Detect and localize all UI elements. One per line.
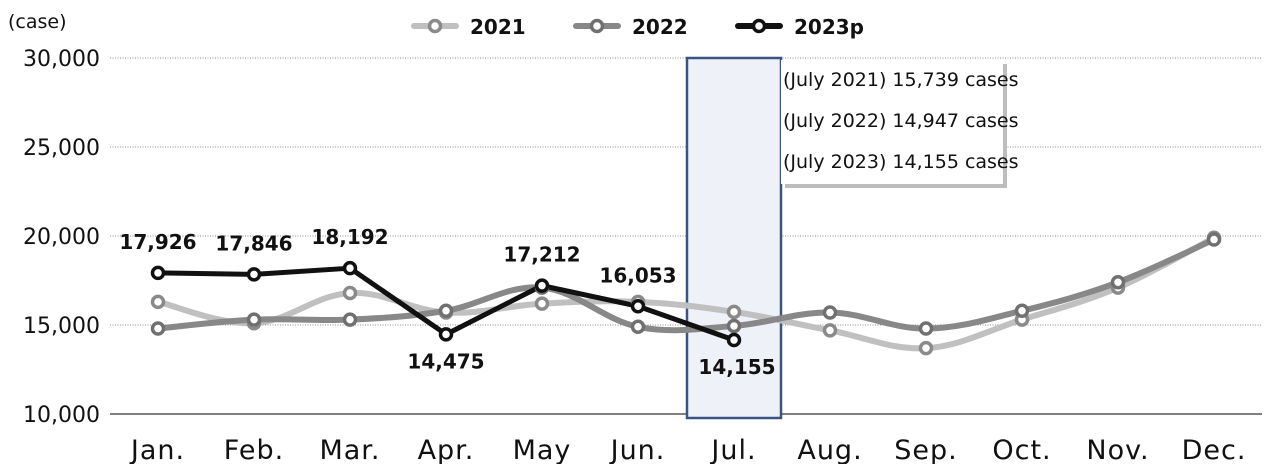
y-tick-label: 10,000 — [23, 403, 100, 428]
y-tick-label: 30,000 — [23, 47, 100, 72]
y-tick-label: 20,000 — [23, 225, 100, 250]
legend: 2021 2022 2023p — [411, 15, 864, 39]
data-point-2021 — [534, 296, 550, 311]
legend-label: 2023p — [794, 15, 864, 39]
data-point-2022 — [150, 321, 166, 336]
data-point-2021 — [150, 294, 166, 310]
x-tick-label: Aug. — [797, 435, 862, 464]
data-label: 17,926 — [119, 230, 196, 254]
x-tick-label: Dec. — [1182, 435, 1247, 464]
data-point-2023p — [726, 332, 742, 348]
annotation-text: (July 2021) 15,739 cases — [783, 69, 1019, 91]
data-point-2023p — [246, 267, 262, 282]
y-axis: 10,000 15,000 20,000 25,000 30,000 — [23, 47, 100, 428]
data-point-2022 — [246, 312, 262, 327]
data-point-2023p — [438, 327, 454, 342]
legend-label: 2021 — [470, 15, 526, 39]
annotation-text: (July 2022) 14,947 cases — [783, 110, 1019, 132]
data-label: 16,053 — [599, 263, 676, 287]
data-point-2023p — [342, 260, 358, 276]
x-tick-label: Sep. — [894, 435, 957, 464]
data-point-2022 — [726, 318, 742, 334]
x-tick-label: Jul. — [709, 435, 756, 464]
y-tick-label: 15,000 — [23, 314, 100, 339]
data-point-2023p — [630, 299, 646, 314]
legend-swatch-marker — [427, 18, 443, 34]
data-label: 18,192 — [311, 225, 388, 249]
legend-swatch-marker — [751, 18, 767, 34]
data-point-2022 — [1014, 303, 1030, 319]
data-point-2021 — [726, 304, 742, 320]
data-point-2021 — [918, 340, 934, 356]
data-label: 14,475 — [407, 349, 484, 373]
x-tick-label: Feb. — [224, 435, 284, 464]
x-tick-label: Jun. — [609, 435, 666, 464]
data-point-2022 — [438, 303, 454, 319]
x-tick-label: Mar. — [319, 435, 380, 464]
x-tick-label: Nov. — [1086, 435, 1149, 464]
data-label: 17,212 — [503, 243, 580, 267]
legend-swatch-marker — [589, 18, 605, 34]
data-point-2022 — [630, 319, 646, 335]
data-label: 17,846 — [215, 231, 292, 255]
data-point-2022 — [918, 321, 934, 336]
y-tick-label: 25,000 — [23, 136, 100, 161]
legend-label: 2022 — [632, 15, 688, 39]
data-point-2022 — [1206, 232, 1222, 247]
annotation-text: (July 2023) 14,155 cases — [783, 151, 1019, 173]
highlight-group: (July 2021) 15,739 cases (July 2022) 14,9… — [685, 56, 1019, 420]
series-line-2021 — [155, 234, 1217, 352]
x-tick-label: Oct. — [992, 435, 1051, 464]
data-point-2021 — [342, 285, 358, 301]
data-point-2022 — [1110, 275, 1126, 290]
annotation-box — [781, 60, 1003, 184]
series-group — [150, 230, 1222, 356]
data-point-2023p — [150, 265, 166, 281]
data-point-2022 — [822, 305, 838, 320]
x-tick-label: Apr. — [418, 435, 475, 464]
data-point-2022 — [342, 312, 358, 327]
data-point-2021 — [822, 323, 838, 338]
data-labels: 17,926 17,846 18,192 14,475 17,212 16,053 14,1… — [119, 225, 775, 379]
x-tick-label: Jan. — [129, 435, 185, 464]
data-point-2023p — [534, 278, 550, 293]
highlight-box — [685, 56, 783, 420]
y-unit-label: (case) — [8, 11, 67, 33]
x-axis: Jan. Feb. Mar. Apr. May Jun. Jul. Aug. Sep. Oct. N… — [110, 413, 1262, 464]
x-tick-label: May — [513, 435, 572, 464]
data-label: 14,155 — [698, 355, 775, 379]
